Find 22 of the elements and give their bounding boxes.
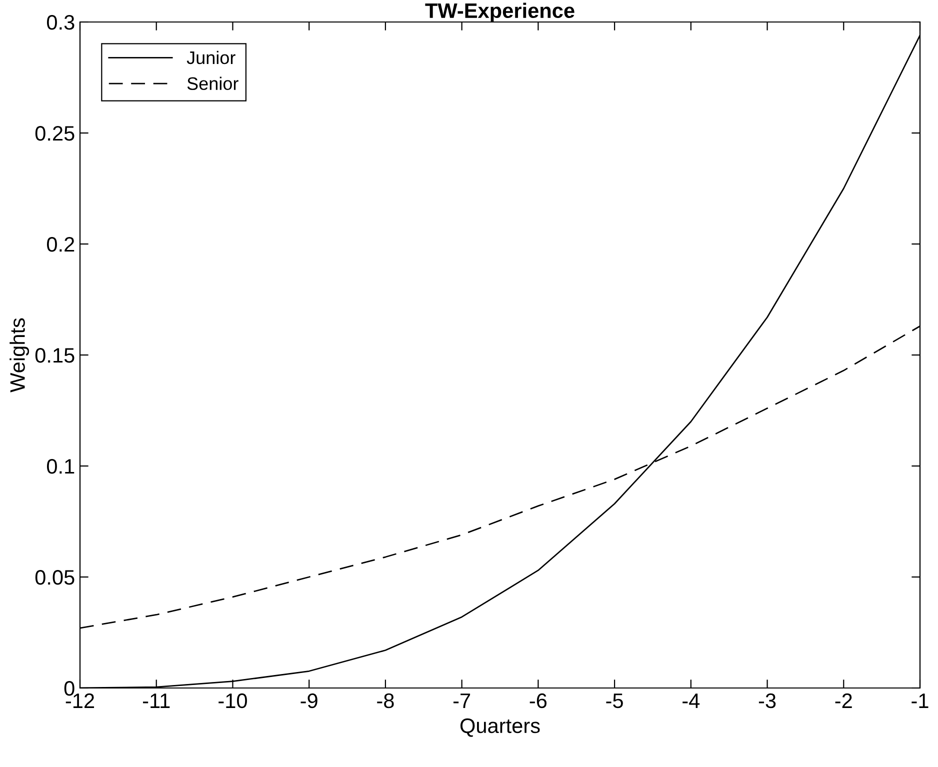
x-tick-label: -5 [606,694,623,708]
x-tick-label: -10 [218,693,247,708]
y-tick-label: 0.1 [46,459,74,474]
y-tick-label: 0.15 [35,348,74,363]
y-tick-label: 0.2 [46,237,74,252]
y-tick-label: 0.3 [46,15,74,30]
legend-label: Senior [187,76,238,90]
chart-title: TW-Experience [425,2,574,22]
x-axis-title: Quarters [460,718,540,737]
x-tick-label: -8 [377,693,394,708]
x-tick-label: -1 [912,694,928,708]
y-tick-label: 0.05 [35,570,74,585]
y-axis-title: Weights [10,318,30,392]
x-tick-label: -4 [682,694,700,708]
x-tick-label: -3 [758,693,776,708]
x-tick-label: -11 [143,694,170,708]
y-tick-label: 0.25 [35,126,74,141]
x-tick-label: -7 [453,694,470,708]
x-tick-label: -2 [835,693,852,708]
x-tick-label: -9 [300,693,318,708]
legend-label: Junior [186,50,236,64]
x-tick-label: -6 [530,693,547,708]
